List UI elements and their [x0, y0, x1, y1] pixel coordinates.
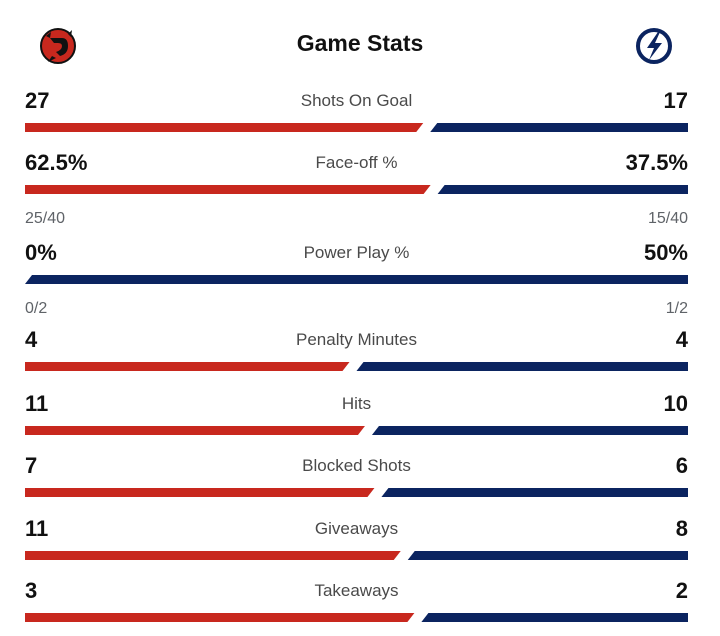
away-value: 8: [675, 516, 688, 541]
home-bar-segment: [25, 123, 424, 132]
devils-logo-icon: [40, 28, 76, 64]
stat-bar: [25, 426, 688, 435]
away-value: 2: [675, 578, 688, 603]
away-bar-segment: [430, 123, 688, 132]
stat-label: Hits: [341, 394, 372, 413]
home-bar-segment: [25, 551, 401, 560]
home-bar-segment: [25, 185, 431, 194]
page-title: Game Stats: [296, 30, 424, 56]
home-value: 11: [25, 391, 49, 416]
away-value: 6: [675, 453, 688, 478]
stat-bar: [25, 613, 688, 622]
home-value: 4: [25, 327, 38, 352]
home-bar-segment: [25, 613, 415, 622]
stat-bar: [25, 123, 688, 132]
home-value: 11: [25, 516, 49, 541]
away-bar-segment: [407, 551, 688, 560]
home-bar-segment: [25, 488, 375, 497]
away-value: 10: [663, 391, 688, 416]
home-bar-segment: [25, 426, 365, 435]
away-bar-segment: [25, 275, 688, 284]
home-value: 27: [25, 88, 50, 113]
away-value: 17: [663, 88, 688, 113]
game-stats-header: Game Stats: [0, 0, 720, 90]
stat-label: Giveaways: [314, 519, 399, 538]
home-value: 62.5%: [25, 150, 88, 175]
away-value: 4: [675, 327, 688, 352]
away-sub-value: 1/2: [665, 300, 688, 317]
stat-label: Shots On Goal: [300, 91, 413, 110]
home-value: 3: [25, 578, 38, 603]
home-value: 7: [25, 453, 38, 478]
stat-label: Penalty Minutes: [296, 330, 417, 349]
away-bar-segment: [421, 613, 688, 622]
home-value: 0%: [25, 240, 57, 265]
away-bar-segment: [381, 488, 688, 497]
home-sub-value: 25/40: [25, 210, 66, 227]
away-bar-segment: [371, 426, 688, 435]
stat-label: Power Play %: [303, 243, 410, 262]
away-value: 37.5%: [625, 150, 688, 175]
stat-bar: [25, 275, 688, 284]
stat-bar: [25, 185, 688, 194]
stat-label: Face-off %: [315, 153, 398, 172]
lightning-logo-icon: [636, 28, 672, 64]
stat-bar: [25, 551, 688, 560]
home-sub-value: 0/2: [25, 300, 48, 317]
home-bar-segment: [25, 362, 350, 371]
away-bar-segment: [356, 362, 688, 371]
away-bar-segment: [437, 185, 688, 194]
stat-label: Blocked Shots: [302, 456, 411, 475]
stat-bar: [25, 362, 688, 371]
away-sub-value: 15/40: [647, 210, 688, 227]
stat-label: Takeaways: [314, 581, 399, 600]
away-value: 50%: [643, 240, 688, 265]
stat-bar: [25, 488, 688, 497]
